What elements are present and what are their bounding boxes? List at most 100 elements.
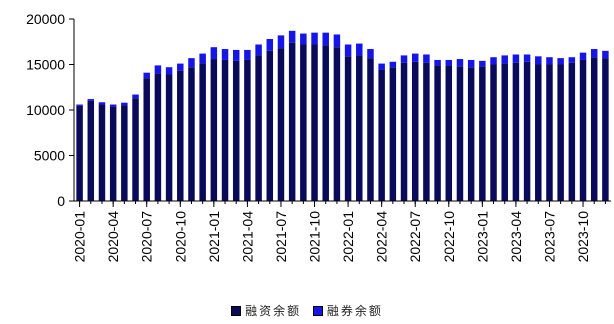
bar-financing-balance <box>411 61 419 201</box>
bar-financing-balance <box>87 100 95 201</box>
bar-financing-balance <box>322 45 329 201</box>
bar-financing-balance <box>109 106 117 201</box>
bar-securities-lending-balance <box>523 54 531 62</box>
x-tick-label: 2021-07 <box>273 211 289 263</box>
x-tick-label: 2021-10 <box>307 211 323 263</box>
bar-securities-lending-balance <box>456 59 464 67</box>
bar-securities-lending-balance <box>512 54 520 63</box>
bar-financing-balance <box>512 62 520 202</box>
bar-financing-balance <box>434 65 441 201</box>
bar-financing-balance <box>177 70 184 202</box>
x-tick-label: 2022-10 <box>441 211 457 263</box>
bar-financing-balance <box>188 67 195 201</box>
bar-securities-lending-balance <box>199 53 206 64</box>
bar-securities-lending-balance <box>557 58 564 65</box>
bar-financing-balance <box>546 64 553 201</box>
bar-financing-balance <box>76 105 83 201</box>
bar-securities-lending-balance <box>344 44 352 57</box>
legend-item-financing: 融资余额 <box>231 302 301 319</box>
legend-label-securities-lending: 融券余额 <box>326 304 383 318</box>
bar-financing-balance <box>445 65 453 201</box>
bar-securities-lending-balance <box>356 43 363 56</box>
bar-securities-lending-balance <box>434 59 441 66</box>
bar-financing-balance <box>590 57 598 201</box>
legend-swatch-securities-lending <box>312 305 323 316</box>
bar-securities-lending-balance <box>255 44 262 56</box>
bar-securities-lending-balance <box>367 49 374 59</box>
bar-securities-lending-balance <box>535 56 542 65</box>
bar-financing-balance <box>579 59 587 202</box>
bar-financing-balance <box>266 50 274 201</box>
bar-financing-balance <box>311 44 318 202</box>
bar-securities-lending-balance <box>121 102 128 106</box>
x-tick-label: 2022-01 <box>340 211 356 263</box>
y-tick-label: 0 <box>57 193 65 209</box>
y-tick-label: 5000 <box>34 148 65 164</box>
bar-securities-lending-balance <box>143 72 150 79</box>
bar-financing-balance <box>378 69 385 202</box>
bar-securities-lending-balance <box>411 53 419 62</box>
legend-item-securities-lending: 融券余额 <box>312 302 383 319</box>
legend: 融资余额 融券余额 <box>0 302 614 319</box>
bar-financing-balance <box>288 42 296 201</box>
bar-financing-balance <box>300 44 307 202</box>
x-tick-label: 2020-07 <box>139 211 155 263</box>
y-tick-label: 10000 <box>26 102 65 118</box>
bar-financing-balance <box>602 58 609 201</box>
x-axis: 2020-01 2020-04 2020-07 2020-10 2021-01 2021-… <box>72 200 611 263</box>
bar-securities-lending-balance <box>445 59 453 66</box>
y-axis: 0 5000 10000 15000 20000 <box>26 11 75 209</box>
bar-financing-balance <box>389 67 397 201</box>
bar-securities-lending-balance <box>400 55 408 63</box>
bar-financing-balance <box>568 62 576 202</box>
y-tick-label: 15000 <box>26 57 65 73</box>
bar-financing-balance <box>333 47 341 202</box>
bar-securities-lending-balance <box>154 65 162 74</box>
bar-financing-balance <box>232 60 240 201</box>
bar-financing-balance <box>199 63 206 202</box>
y-tick-label: 20000 <box>26 11 65 27</box>
bar-financing-balance <box>467 67 475 201</box>
bar-financing-balance <box>121 105 128 201</box>
x-tick-label: 2020-04 <box>105 211 121 263</box>
bar-securities-lending-balance <box>300 33 307 45</box>
bar-financing-balance <box>557 64 564 201</box>
bar-securities-lending-balance <box>590 49 598 58</box>
bar-securities-lending-balance <box>165 67 173 75</box>
bar-securities-lending-balance <box>232 49 240 61</box>
bar-securities-lending-balance <box>188 58 195 68</box>
bar-securities-lending-balance <box>602 50 609 59</box>
x-tick-label: 2021-01 <box>206 211 222 263</box>
bar-securities-lending-balance <box>109 104 117 107</box>
bar-securities-lending-balance <box>221 49 229 60</box>
bar-securities-lending-balance <box>568 57 576 63</box>
bar-financing-balance <box>523 61 531 201</box>
bar-financing-balance <box>344 56 352 202</box>
bar-securities-lending-balance <box>87 99 95 101</box>
bar-financing-balance <box>423 62 430 202</box>
bar-financing-balance <box>244 59 251 202</box>
bar-financing-balance <box>221 59 229 202</box>
bar-financing-balance <box>535 64 542 201</box>
bar-securities-lending-balance <box>333 34 341 48</box>
bar-securities-lending-balance <box>490 57 497 65</box>
bar-financing-balance <box>356 55 363 202</box>
bar-financing-balance <box>143 78 150 201</box>
bar-securities-lending-balance <box>98 102 106 105</box>
bar-financing-balance <box>479 66 486 201</box>
bar-financing-balance <box>501 63 508 202</box>
x-tick-label: 2021-04 <box>239 211 255 263</box>
x-tick-label: 2020-10 <box>172 211 188 263</box>
bars <box>76 30 609 202</box>
bar-securities-lending-balance <box>311 32 318 45</box>
x-tick-label: 2022-07 <box>407 211 423 263</box>
bar-securities-lending-balance <box>266 39 274 51</box>
x-tick-label: 2023-07 <box>541 211 557 263</box>
bar-financing-balance <box>210 59 218 201</box>
x-tick-label: 2023-04 <box>508 211 524 263</box>
bar-financing-balance <box>490 64 497 201</box>
bar-financing-balance <box>367 58 374 201</box>
bar-securities-lending-balance <box>244 49 251 60</box>
bar-securities-lending-balance <box>467 59 475 68</box>
